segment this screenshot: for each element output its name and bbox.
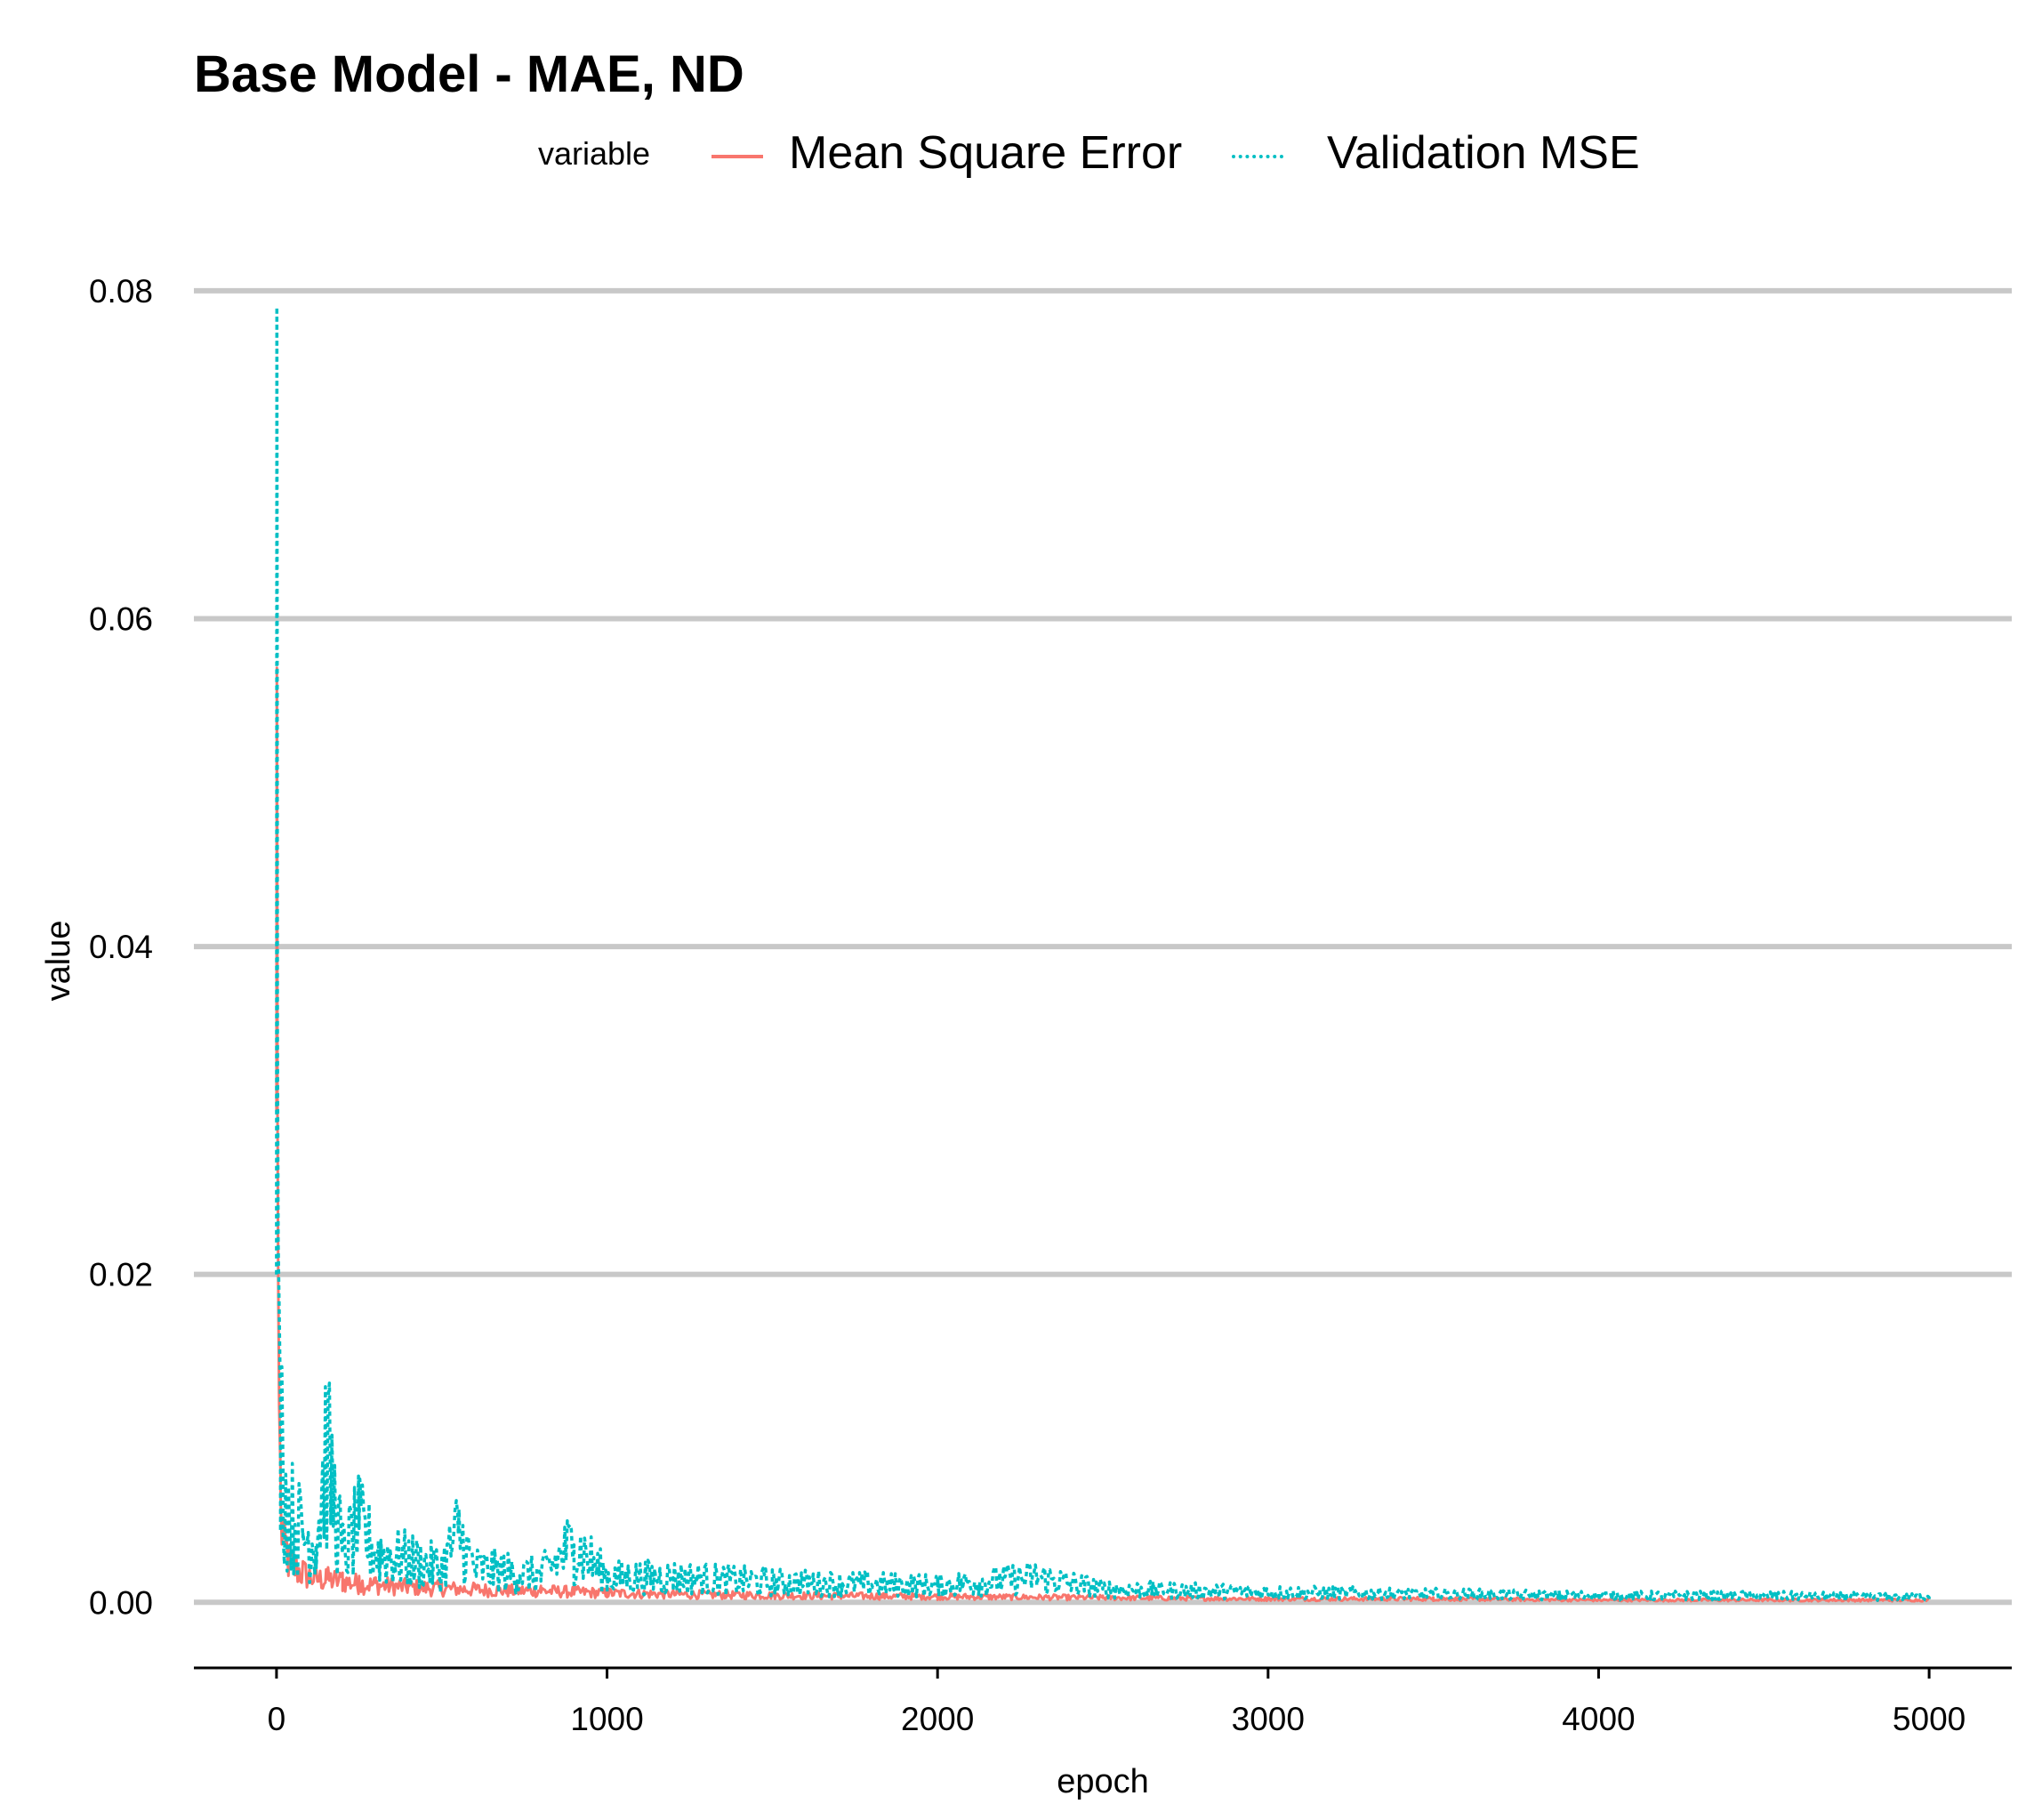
- legend-label-val: Validation MSE: [1327, 127, 1640, 179]
- gridlines: [194, 287, 2012, 1606]
- y-tick-label: 0.08: [89, 273, 153, 310]
- chart-title: Base Model - MAE, ND: [194, 45, 744, 103]
- legend-title: variable: [538, 135, 651, 172]
- y-tick-label: 0.02: [89, 1257, 153, 1293]
- y-tick-label: 0.04: [89, 929, 153, 965]
- series-line-validation-mse: [275, 305, 1931, 1603]
- axes: 0.00 0.02 0.04 0.06 0.08 0 1000 2000 3000 4000 500…: [89, 273, 2012, 1737]
- y-axis-title: value: [40, 921, 77, 1002]
- x-tick-label: 4000: [1562, 1701, 1635, 1737]
- legend-key-val: [1232, 155, 1283, 158]
- series-line-mean-square-error: [275, 666, 1931, 1603]
- x-tick-label: 1000: [570, 1701, 643, 1737]
- y-tick-label: 0.00: [89, 1584, 153, 1621]
- x-axis-title: epoch: [1057, 1763, 1149, 1800]
- y-tick-label: 0.06: [89, 600, 153, 637]
- legend: variable Mean Square Error Validation MS…: [0, 125, 2042, 187]
- legend-label-mse: Mean Square Error: [789, 127, 1183, 179]
- x-tick-label: 3000: [1232, 1701, 1305, 1737]
- x-tick-label: 5000: [1893, 1701, 1966, 1737]
- x-tick-label: 2000: [901, 1701, 974, 1737]
- series-lines: [275, 305, 1931, 1603]
- legend-key-mse: [711, 155, 763, 158]
- x-tick-label: 0: [268, 1701, 286, 1737]
